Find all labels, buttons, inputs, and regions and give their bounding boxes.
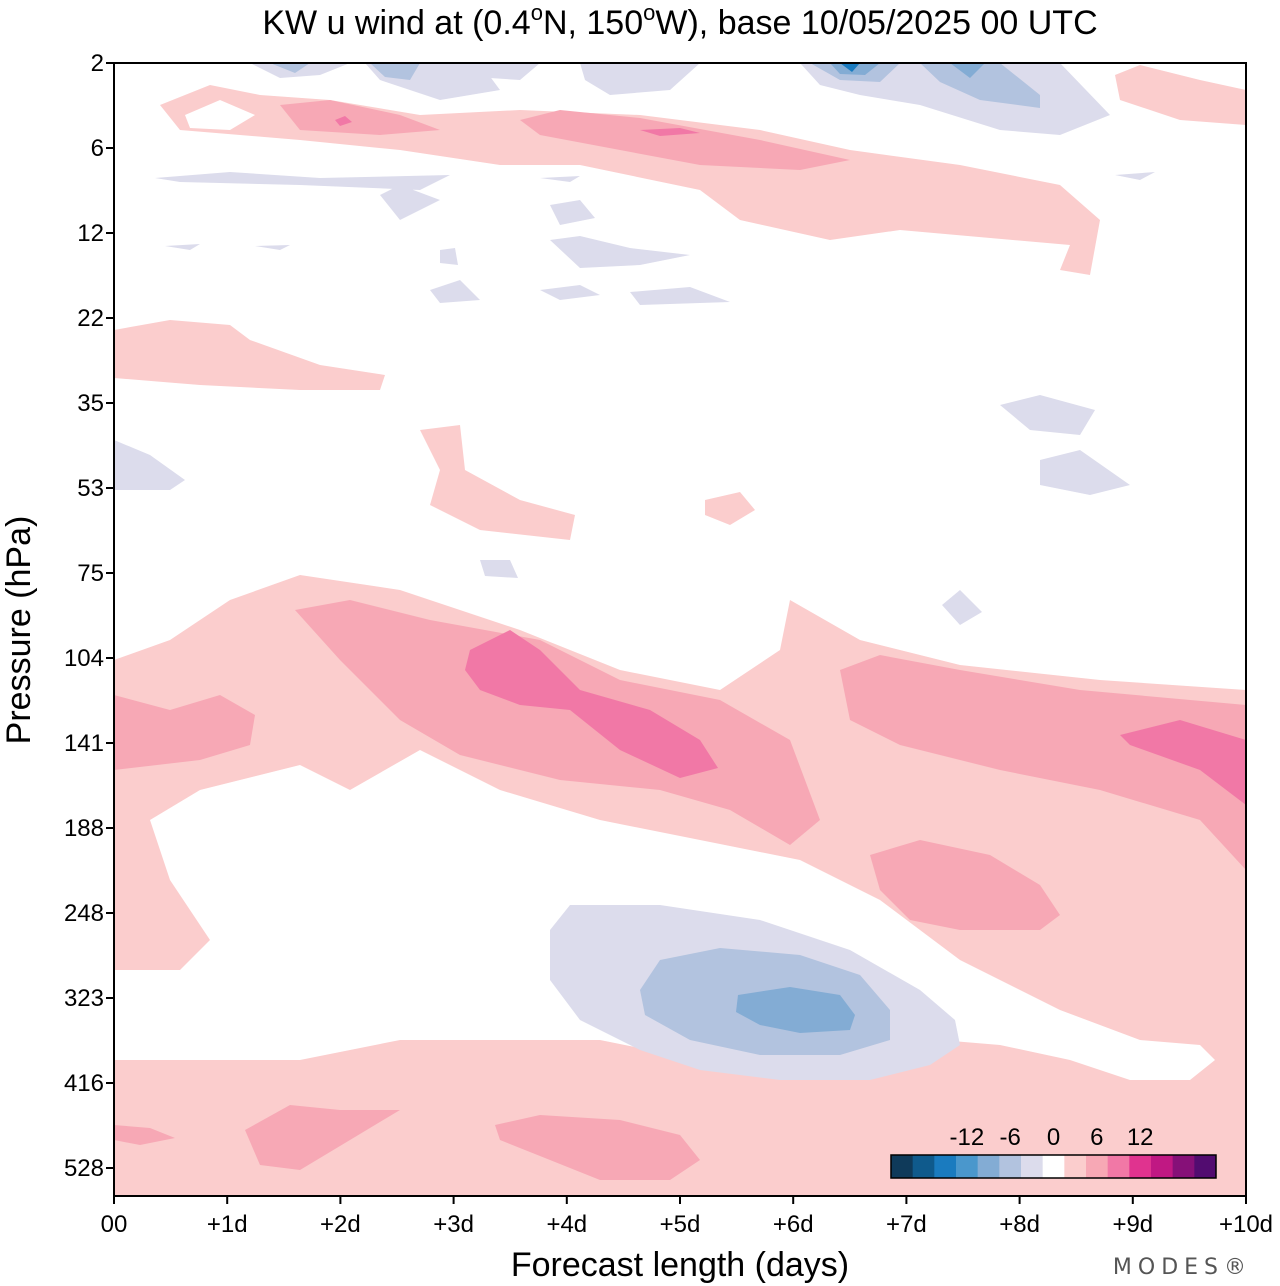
colorbar-swatch (1129, 1155, 1152, 1178)
x-tick-label: +3d (433, 1211, 474, 1238)
colorbar-swatch (1021, 1155, 1044, 1178)
y-tick-label: 75 (77, 560, 104, 587)
contour-positive-right-9 (1120, 720, 1246, 805)
colorbar-swatch (1042, 1155, 1065, 1178)
contour-white-hole-top (185, 100, 255, 130)
y-axis-label: Pressure (hPa) (0, 516, 38, 745)
contour-negative-top-12 (840, 63, 860, 72)
contour-field (114, 63, 1246, 1196)
x-tick-label: +6d (773, 1211, 814, 1238)
contour-negative-9 (736, 987, 855, 1033)
y-tick-label: 104 (64, 645, 104, 672)
y-tick-label: 22 (77, 305, 104, 332)
colorbar-swatch (891, 1155, 914, 1178)
title-degree-2: o (643, 0, 655, 25)
contour-positive-core-9 (465, 630, 718, 778)
contour-positive-left-6 (114, 695, 255, 770)
y-tick-label: 35 (77, 390, 104, 417)
colorbar-frame (890, 1154, 1217, 1179)
colorbar-swatch (999, 1155, 1022, 1178)
colorbar-swatch (1151, 1155, 1174, 1178)
x-tick-label: 00 (101, 1211, 128, 1238)
contour-positive-53hpa (420, 425, 575, 540)
y-tick-label: 141 (64, 730, 104, 757)
y-tick-label: 528 (64, 1155, 104, 1182)
colorbar-swatch (934, 1155, 957, 1178)
x-tick-label: +5d (660, 1211, 701, 1238)
colorbar: -12 -6 0 6 12 (890, 1124, 1217, 1179)
contour-positive-right-6 (840, 655, 1246, 870)
contour-positive-blob (705, 492, 755, 525)
y-axis: 2 6 12 22 35 53 75 104 141 188 248 323 416 528 (64, 50, 114, 1182)
colorbar-tick-label: 0 (1047, 1124, 1060, 1151)
y-tick-label: 188 (64, 815, 104, 842)
y-tick-label: 6 (91, 135, 104, 162)
contour-positive-lower-6 (114, 1105, 700, 1180)
colorbar-tick-label: -12 (949, 1124, 984, 1151)
contour-negative-small (114, 172, 1155, 625)
x-tick-label: +2d (320, 1211, 361, 1238)
colorbar-swatch (1107, 1155, 1130, 1178)
colorbar-swatch (977, 1155, 1000, 1178)
contour-positive-topright (1115, 65, 1246, 125)
contour-positive-248-6 (870, 840, 1060, 930)
colorbar-swatch (1086, 1155, 1109, 1178)
title-part-1: KW u wind at (0.4 (262, 4, 530, 42)
y-tick-label: 53 (77, 475, 104, 502)
chart-title: KW u wind at (0.4oN, 150oW), base 10/05/… (262, 0, 1097, 42)
x-tick-label: +8d (999, 1211, 1040, 1238)
title-degree-1: o (531, 0, 543, 25)
contour-negative-top-9 (830, 63, 985, 78)
y-tick-label: 248 (64, 900, 104, 927)
contour-positive-22hpa (114, 320, 385, 390)
x-tick-label: +10d (1219, 1211, 1273, 1238)
contour-positive-mid-6 (295, 600, 820, 845)
contour-positive-top-9 (280, 100, 850, 170)
modes-logo: MODES® (1113, 1255, 1252, 1280)
colorbar-swatch (912, 1155, 935, 1178)
colorbar-tick-label: 6 (1090, 1124, 1103, 1151)
contour-positive-top-core (335, 116, 700, 136)
y-tick-label: 416 (64, 1070, 104, 1097)
colorbar-tick-label: -6 (999, 1124, 1020, 1151)
x-axis-label: Forecast length (days) (511, 1246, 849, 1284)
y-tick-label: 2 (91, 50, 104, 77)
colorbar-swatch (1172, 1155, 1195, 1178)
title-part-2: N, 150 (543, 4, 643, 42)
title-part-3: W), base 10/05/2025 00 UTC (655, 4, 1097, 42)
x-tick-label: +9d (1112, 1211, 1153, 1238)
y-tick-label: 12 (77, 220, 104, 247)
colorbar-swatch (1064, 1155, 1087, 1178)
contour-negative-top (250, 63, 1110, 135)
y-tick-label: 323 (64, 985, 104, 1012)
x-tick-label: +1d (207, 1211, 248, 1238)
x-tick-label: +4d (546, 1211, 587, 1238)
colorbar-swatch (1194, 1155, 1217, 1178)
x-tick-label: +7d (886, 1211, 927, 1238)
x-axis: 00 +1d +2d +3d +4d +5d +6d +7d +8d +9d +10d (101, 1196, 1273, 1238)
colorbar-tick-label: 12 (1127, 1124, 1154, 1151)
colorbar-swatch (956, 1155, 979, 1178)
